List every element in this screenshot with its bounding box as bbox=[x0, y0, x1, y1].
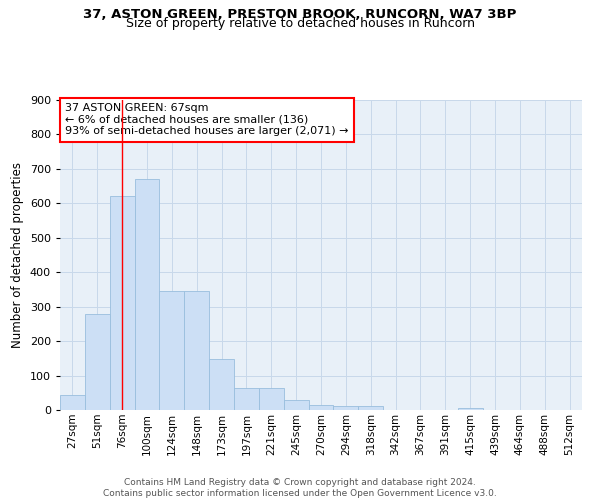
Bar bbox=[85, 314, 110, 410]
Bar bbox=[234, 388, 259, 410]
Bar bbox=[358, 406, 383, 410]
Bar bbox=[458, 408, 482, 410]
Bar bbox=[110, 196, 134, 410]
Text: 37 ASTON GREEN: 67sqm
← 6% of detached houses are smaller (136)
93% of semi-deta: 37 ASTON GREEN: 67sqm ← 6% of detached h… bbox=[65, 103, 349, 136]
Text: 37, ASTON GREEN, PRESTON BROOK, RUNCORN, WA7 3BP: 37, ASTON GREEN, PRESTON BROOK, RUNCORN,… bbox=[83, 8, 517, 20]
Bar bbox=[160, 291, 184, 410]
Bar bbox=[284, 400, 308, 410]
Bar bbox=[209, 359, 234, 410]
Bar bbox=[259, 388, 284, 410]
Bar bbox=[334, 406, 358, 410]
Y-axis label: Number of detached properties: Number of detached properties bbox=[11, 162, 24, 348]
Bar bbox=[60, 394, 85, 410]
Text: Contains HM Land Registry data © Crown copyright and database right 2024.
Contai: Contains HM Land Registry data © Crown c… bbox=[103, 478, 497, 498]
Bar bbox=[134, 179, 160, 410]
Text: Size of property relative to detached houses in Runcorn: Size of property relative to detached ho… bbox=[125, 18, 475, 30]
Bar bbox=[308, 405, 334, 410]
Bar bbox=[184, 291, 209, 410]
